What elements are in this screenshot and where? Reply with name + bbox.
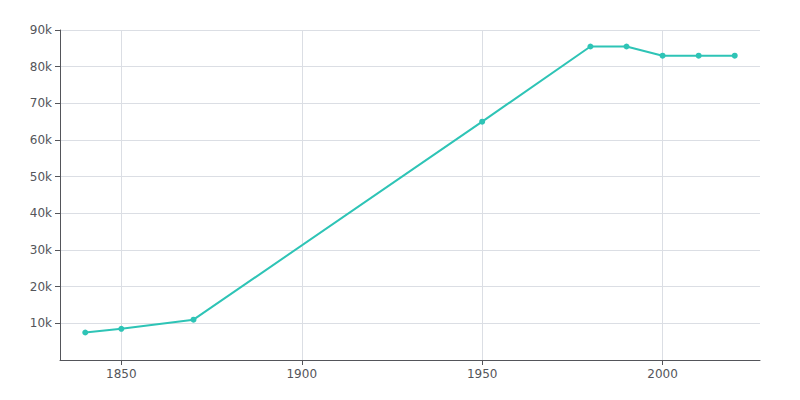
svg-text:60k: 60k: [30, 133, 52, 147]
svg-text:40k: 40k: [30, 206, 52, 220]
svg-text:2000: 2000: [647, 367, 678, 381]
svg-text:1850: 1850: [106, 367, 137, 381]
svg-text:50k: 50k: [30, 170, 52, 184]
svg-text:80k: 80k: [30, 60, 52, 74]
svg-text:20k: 20k: [30, 280, 52, 294]
svg-text:1900: 1900: [286, 367, 317, 381]
svg-text:70k: 70k: [30, 96, 52, 110]
svg-text:30k: 30k: [30, 243, 52, 257]
svg-text:10k: 10k: [30, 316, 52, 330]
svg-text:90k: 90k: [30, 23, 52, 37]
svg-text:1950: 1950: [467, 367, 498, 381]
